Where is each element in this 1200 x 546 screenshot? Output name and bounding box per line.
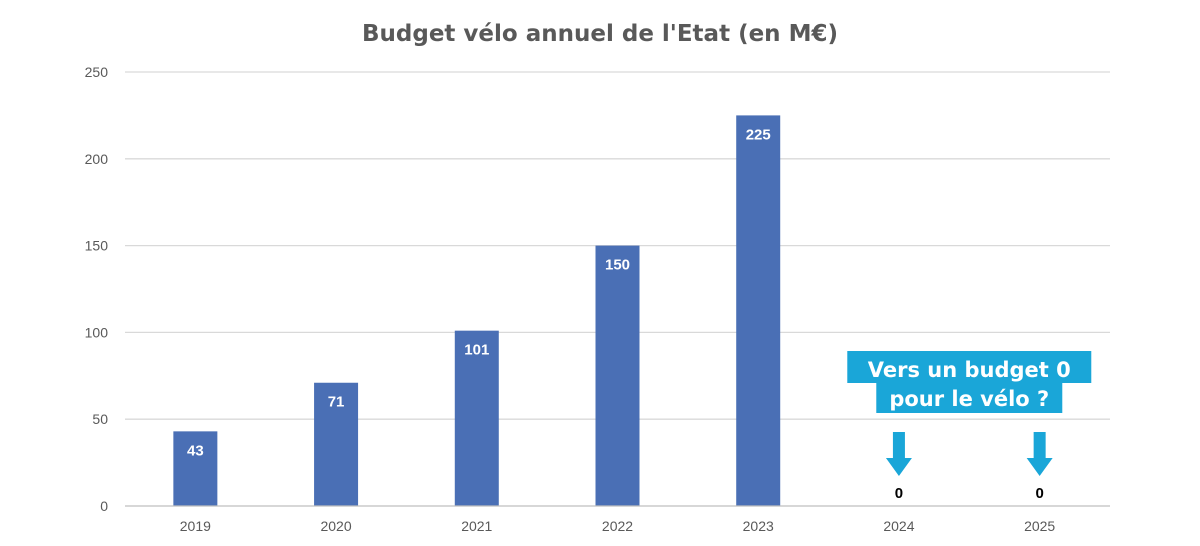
x-tick-label: 2024 <box>883 518 914 534</box>
annotation-arrows <box>885 432 1053 476</box>
x-tick-label: 2025 <box>1024 518 1055 534</box>
x-tick-label: 2023 <box>743 518 774 534</box>
bar <box>736 115 781 507</box>
x-axis-ticks: 2019 2020 2021 2022 2023 2024 2025 <box>180 518 1056 534</box>
y-tick-label: 0 <box>100 498 108 514</box>
data-label: 101 <box>464 342 489 359</box>
annotation-line-2-background <box>876 381 1063 413</box>
bars: 43 71 101 150 225 0 0 <box>173 115 1044 507</box>
x-tick-label: 2021 <box>461 518 492 534</box>
data-label: 150 <box>605 257 630 274</box>
annotation-callout: Vers un budget 0 pour le vélo ? <box>847 351 1092 476</box>
data-label: 71 <box>328 394 345 411</box>
down-arrow-icon <box>1026 432 1053 476</box>
bar <box>454 330 499 506</box>
data-label: 0 <box>1035 485 1043 502</box>
annotation-line-1: Vers un budget 0 <box>868 358 1071 382</box>
y-tick-label: 150 <box>85 238 109 254</box>
x-tick-label: 2019 <box>180 518 211 534</box>
down-arrow-icon <box>885 432 912 476</box>
bar <box>595 245 640 506</box>
data-label: 0 <box>895 485 903 502</box>
bar <box>314 382 359 506</box>
data-label: 43 <box>187 442 204 459</box>
y-tick-label: 100 <box>85 324 109 340</box>
bar <box>173 431 218 506</box>
chart-title: Budget vélo annuel de l'Etat (en M€) <box>362 21 838 47</box>
annotation-line-1-background <box>847 351 1092 383</box>
y-axis-ticks: 0 50 100 150 200 250 <box>85 64 109 514</box>
y-tick-label: 50 <box>92 411 108 427</box>
x-tick-label: 2020 <box>320 518 351 534</box>
y-tick-label: 250 <box>85 64 109 80</box>
data-label: 225 <box>746 126 771 143</box>
annotation-line-2: pour le vélo ? <box>889 387 1049 411</box>
x-tick-label: 2022 <box>602 518 633 534</box>
y-tick-label: 200 <box>85 151 109 167</box>
